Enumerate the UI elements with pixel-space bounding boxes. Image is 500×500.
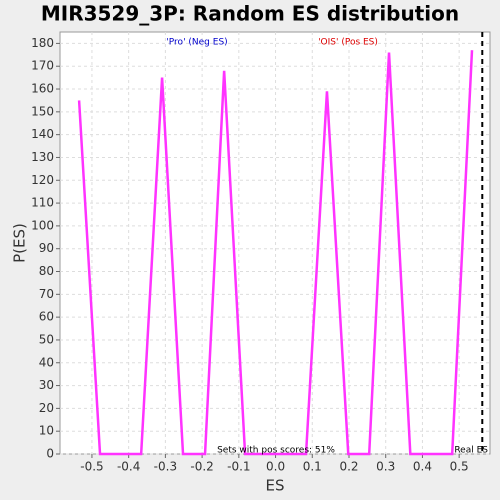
y-tick-label: 180 [31, 36, 54, 50]
y-tick-label: 90 [39, 241, 54, 255]
y-tick-label: 120 [31, 173, 54, 187]
x-tick-label: -0.1 [227, 460, 250, 474]
pos-label: 'OIS' (Pos ES) [318, 38, 378, 48]
y-tick-label: 20 [39, 401, 54, 415]
y-tick-label: 130 [31, 150, 54, 164]
x-tick-label: 0.1 [303, 460, 322, 474]
y-tick-label: 0 [46, 447, 54, 461]
x-tick-label: -0.3 [154, 460, 177, 474]
x-axis-label: ES [266, 477, 285, 495]
real-es-label: Real ES [454, 446, 488, 456]
y-tick-label: 10 [39, 424, 54, 438]
y-tick-label: 70 [39, 287, 54, 301]
y-tick-label: 100 [31, 218, 54, 232]
x-tick-label: 0.4 [413, 460, 432, 474]
pos-scores-note: Sets with pos scores: 51% [217, 446, 335, 456]
y-tick-label: 170 [31, 59, 54, 73]
y-tick-label: 50 [39, 332, 54, 346]
y-tick-label: 160 [31, 82, 54, 96]
x-tick-label: -0.4 [117, 460, 140, 474]
x-tick-label: 0.0 [266, 460, 285, 474]
x-tick-label: -0.2 [190, 460, 213, 474]
y-tick-label: 40 [39, 355, 54, 369]
x-tick-label: 0.3 [376, 460, 395, 474]
y-tick-label: 80 [39, 264, 54, 278]
y-axis-label: P(ES) [11, 223, 29, 263]
x-tick-label: 0.2 [339, 460, 358, 474]
x-tick-label: -0.5 [80, 460, 103, 474]
y-tick-label: 150 [31, 104, 54, 118]
es-line [77, 50, 474, 456]
y-tick-label: 60 [39, 310, 54, 324]
y-tick-label: 110 [31, 196, 54, 210]
neg-label: 'Pro' (Neg ES) [166, 38, 227, 48]
plot-area [59, 31, 491, 455]
y-tick-label: 30 [39, 378, 54, 392]
chart-title: MIR3529_3P: Random ES distribution [41, 2, 459, 26]
x-tick-label: 0.5 [450, 460, 469, 474]
y-tick-label: 140 [31, 127, 54, 141]
